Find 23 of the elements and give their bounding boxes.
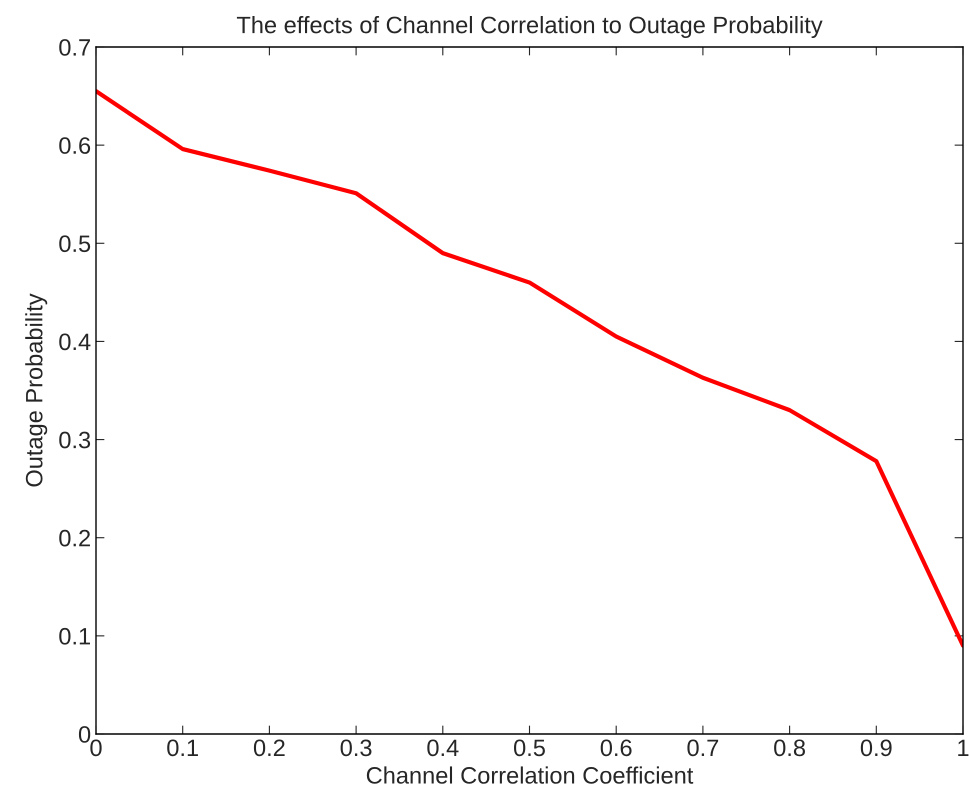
y-tick-label: 0.5 [59, 235, 90, 252]
y-tick-label: 0.4 [59, 333, 90, 350]
x-tick-label: 0.9 [860, 739, 892, 756]
y-tick-label: 0.3 [59, 432, 90, 448]
y-tick-label: 0 [78, 726, 90, 743]
y-tick-label: 0.7 [59, 39, 90, 56]
x-tick-label: 0.1 [167, 739, 198, 756]
y-axis-title: Outage Probability [25, 293, 48, 486]
chart-title: The effects of Channel Correlation to Outage Probability [236, 16, 823, 38]
x-tick-label: 1 [958, 740, 968, 756]
x-tick-label: 0.4 [427, 739, 459, 756]
x-tick-label: 0.8 [774, 739, 805, 756]
x-tick-label: 0.6 [600, 739, 632, 756]
y-tick-label: 0.1 [59, 628, 90, 645]
y-tick-label: 0.6 [59, 137, 90, 154]
line-series [96, 89, 963, 648]
x-tick-label: 0.3 [340, 739, 372, 756]
x-tick-label: 0.5 [514, 739, 545, 756]
x-tick-label: 0 [90, 739, 102, 756]
x-tick-label: 0.2 [254, 739, 285, 756]
y-tick-label: 0.2 [59, 530, 90, 546]
x-axis-title: Channel Correlation Coefficient [366, 766, 694, 784]
x-tick-label: 0.7 [687, 739, 718, 756]
